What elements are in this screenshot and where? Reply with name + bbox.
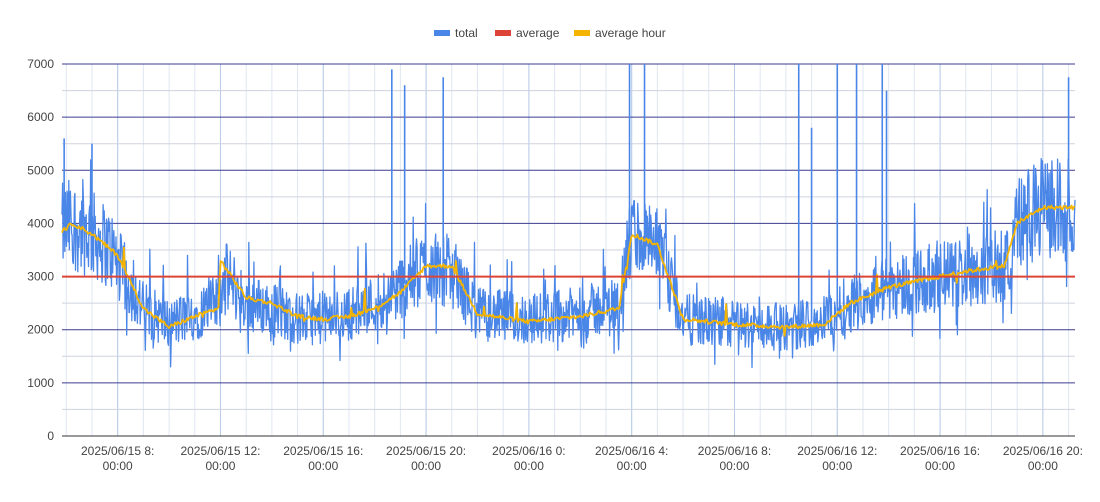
legend-label-average-hour: average hour [595,26,666,40]
x-tick-label: 2025/06/16 0: [492,444,565,458]
legend-swatch-average-hour [574,30,590,36]
x-tick-label-time: 00:00 [1028,459,1058,473]
y-tick-label: 7000 [27,57,54,71]
x-tick-label-time: 00:00 [822,459,852,473]
x-tick-label: 2025/06/15 12: [180,444,260,458]
x-tick-label-time: 00:00 [617,459,647,473]
y-tick-label: 3000 [27,270,54,284]
legend-swatch-average [495,30,511,36]
x-tick-label: 2025/06/15 8: [81,444,154,458]
legend-swatch-total [434,30,450,36]
y-tick-label: 4000 [27,216,54,230]
chart-legend: total average average hour [434,26,666,40]
x-tick-label-time: 00:00 [411,459,441,473]
x-tick-label-time: 00:00 [205,459,235,473]
x-tick-label: 2025/06/15 20: [386,444,466,458]
y-tick-label: 6000 [27,110,54,124]
x-tick-label: 2025/06/16 16: [900,444,980,458]
y-tick-label: 1000 [27,376,54,390]
series-line-total [61,157,1076,369]
x-tick-label-time: 00:00 [103,459,133,473]
x-tick-label-time: 00:00 [719,459,749,473]
y-tick-label: 5000 [27,163,54,177]
grid [62,63,1075,437]
series-line-average-hour [61,204,1076,337]
x-tick-label: 2025/06/16 20: [1003,444,1083,458]
x-tick-label: 2025/06/16 12: [797,444,877,458]
plot-area [61,64,1076,369]
y-tick-label: 2000 [27,323,54,337]
legend-label-average: average [516,26,560,40]
x-tick-label: 2025/06/16 8: [698,444,771,458]
x-tick-label-time: 00:00 [514,459,544,473]
y-tick-label: 0 [47,429,54,443]
legend-label-total: total [455,26,478,40]
x-tick-label: 2025/06/15 16: [283,444,363,458]
x-tick-label: 2025/06/16 4: [595,444,668,458]
x-tick-label-time: 00:00 [308,459,338,473]
x-tick-label-time: 00:00 [925,459,955,473]
